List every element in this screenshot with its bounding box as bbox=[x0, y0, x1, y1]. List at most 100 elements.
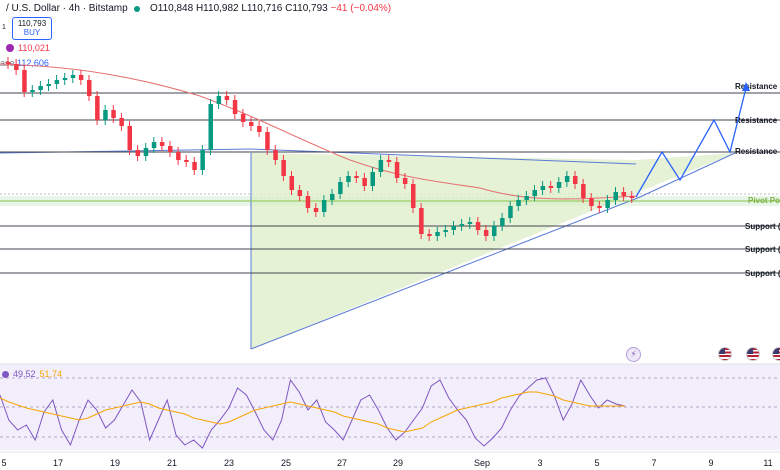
ma-legend[interactable]: 110,021 bbox=[6, 42, 50, 54]
time-axis-tick-label: 11 bbox=[763, 458, 772, 468]
time-axis-tick-label: 19 bbox=[110, 458, 120, 468]
chart-header: / U.S. Dollar · 4h · Bitstamp O110,848 H… bbox=[0, 0, 780, 18]
candle-body bbox=[370, 172, 375, 186]
us-flag-icon[interactable] bbox=[772, 347, 780, 361]
time-axis-tick-label: 23 bbox=[224, 458, 234, 468]
candle-body bbox=[249, 122, 254, 126]
candle-body bbox=[451, 226, 456, 230]
candle-body bbox=[330, 194, 335, 200]
candle-body bbox=[103, 110, 108, 120]
symbol-title[interactable]: / U.S. Dollar · 4h · Bitstamp bbox=[6, 3, 128, 14]
support-label-2: Support (S bbox=[745, 245, 780, 254]
rsi-ma-value: 51.74 bbox=[39, 369, 63, 379]
candle-body bbox=[240, 114, 246, 122]
candle-body bbox=[516, 200, 521, 206]
candle-body bbox=[127, 126, 132, 150]
candle-body bbox=[500, 218, 505, 226]
buy-button[interactable]: 110,793 BUY bbox=[12, 17, 52, 40]
us-flag-icon[interactable] bbox=[718, 347, 732, 361]
candle-body bbox=[78, 75, 84, 80]
candle-body bbox=[70, 75, 76, 78]
ascending-trendline-ext[interactable] bbox=[639, 152, 736, 198]
time-axis-tick-label: 7 bbox=[651, 458, 656, 468]
candle-body bbox=[621, 192, 627, 196]
candle-body bbox=[589, 198, 594, 206]
candle-body bbox=[581, 184, 586, 198]
time-axis[interactable]: 5 17 19 21 23 25 27 29 Sep 3 5 7 9 11 bbox=[1, 458, 772, 468]
candle-body bbox=[354, 176, 359, 178]
candle-body bbox=[313, 208, 319, 212]
candle-body bbox=[224, 96, 230, 100]
candle-body bbox=[467, 222, 473, 224]
time-axis-tick-label: 27 bbox=[337, 458, 347, 468]
candle-body bbox=[459, 224, 465, 226]
candle-body bbox=[119, 118, 124, 126]
candle-body bbox=[289, 176, 294, 190]
time-axis-tick-label: 9 bbox=[708, 458, 713, 468]
candle-body bbox=[475, 222, 481, 230]
candle-body bbox=[483, 230, 489, 236]
buy-label: BUY bbox=[23, 28, 41, 37]
candle-body bbox=[62, 78, 68, 80]
pivot-label: Pivot Poi bbox=[748, 196, 780, 205]
candle-body bbox=[597, 206, 602, 208]
candle-body bbox=[321, 200, 327, 212]
candle-body bbox=[532, 190, 537, 196]
candle-body bbox=[281, 160, 286, 176]
candle-body bbox=[411, 184, 416, 208]
line2-value: 112,606 bbox=[17, 58, 49, 68]
candle-body bbox=[54, 80, 60, 84]
rsi-legend[interactable]: 49.52 51.74 bbox=[2, 368, 62, 380]
candle-body bbox=[605, 200, 610, 208]
us-flag-icon[interactable] bbox=[746, 347, 760, 361]
time-axis-tick-label: 17 bbox=[53, 458, 63, 468]
time-axis-tick-label: 5 bbox=[594, 458, 599, 468]
resistance-label-1: Resistance (R bbox=[735, 82, 780, 91]
support-label-1: Support (S bbox=[745, 222, 780, 231]
candle-body bbox=[540, 186, 546, 190]
candle-body bbox=[159, 142, 165, 146]
candle-body bbox=[30, 90, 35, 92]
candle-body bbox=[394, 162, 400, 178]
candle-body bbox=[378, 160, 384, 172]
candle-body bbox=[232, 100, 238, 114]
candle-body bbox=[87, 80, 92, 96]
candle-body bbox=[362, 178, 367, 186]
time-axis-tick-label: 3 bbox=[537, 458, 542, 468]
resistance-label-3: Resistance (R bbox=[735, 147, 780, 156]
time-axis-tick-label: Sep bbox=[474, 458, 490, 468]
side-number: 1 bbox=[2, 24, 6, 31]
candle-body bbox=[629, 196, 635, 198]
candle-body bbox=[435, 232, 440, 236]
candle-body bbox=[573, 176, 578, 184]
ohlc-values: O110,848 H110,982 L110,716 C110,793 −41 … bbox=[150, 0, 391, 18]
time-axis-tick-label: 29 bbox=[393, 458, 403, 468]
support-label-3: Support (S bbox=[745, 269, 780, 278]
candle-body bbox=[46, 84, 51, 86]
candle-body bbox=[265, 132, 270, 150]
candle-body bbox=[168, 146, 173, 152]
candle-body bbox=[257, 126, 262, 132]
indicator-icon bbox=[6, 44, 14, 52]
projection-path[interactable] bbox=[635, 87, 747, 198]
candle-body bbox=[200, 150, 205, 170]
time-axis-tick-label: 5 bbox=[1, 458, 6, 468]
candle-body bbox=[346, 176, 351, 182]
candle-body bbox=[135, 150, 141, 156]
candle-body bbox=[143, 148, 149, 156]
candle-body bbox=[14, 64, 19, 70]
rsi-value: 49.52 bbox=[13, 369, 36, 379]
candle-body bbox=[402, 178, 408, 184]
candle-body bbox=[297, 190, 303, 196]
candle-body bbox=[22, 70, 27, 92]
buy-price: 110,793 bbox=[17, 19, 47, 28]
candle-body bbox=[184, 160, 189, 162]
triangle-pattern bbox=[251, 153, 735, 349]
lightning-event-icon[interactable]: ⚡ bbox=[626, 347, 641, 362]
candle-body bbox=[208, 104, 213, 150]
candle-body bbox=[613, 192, 618, 200]
candle-body bbox=[443, 230, 448, 232]
candle-body bbox=[508, 206, 513, 218]
